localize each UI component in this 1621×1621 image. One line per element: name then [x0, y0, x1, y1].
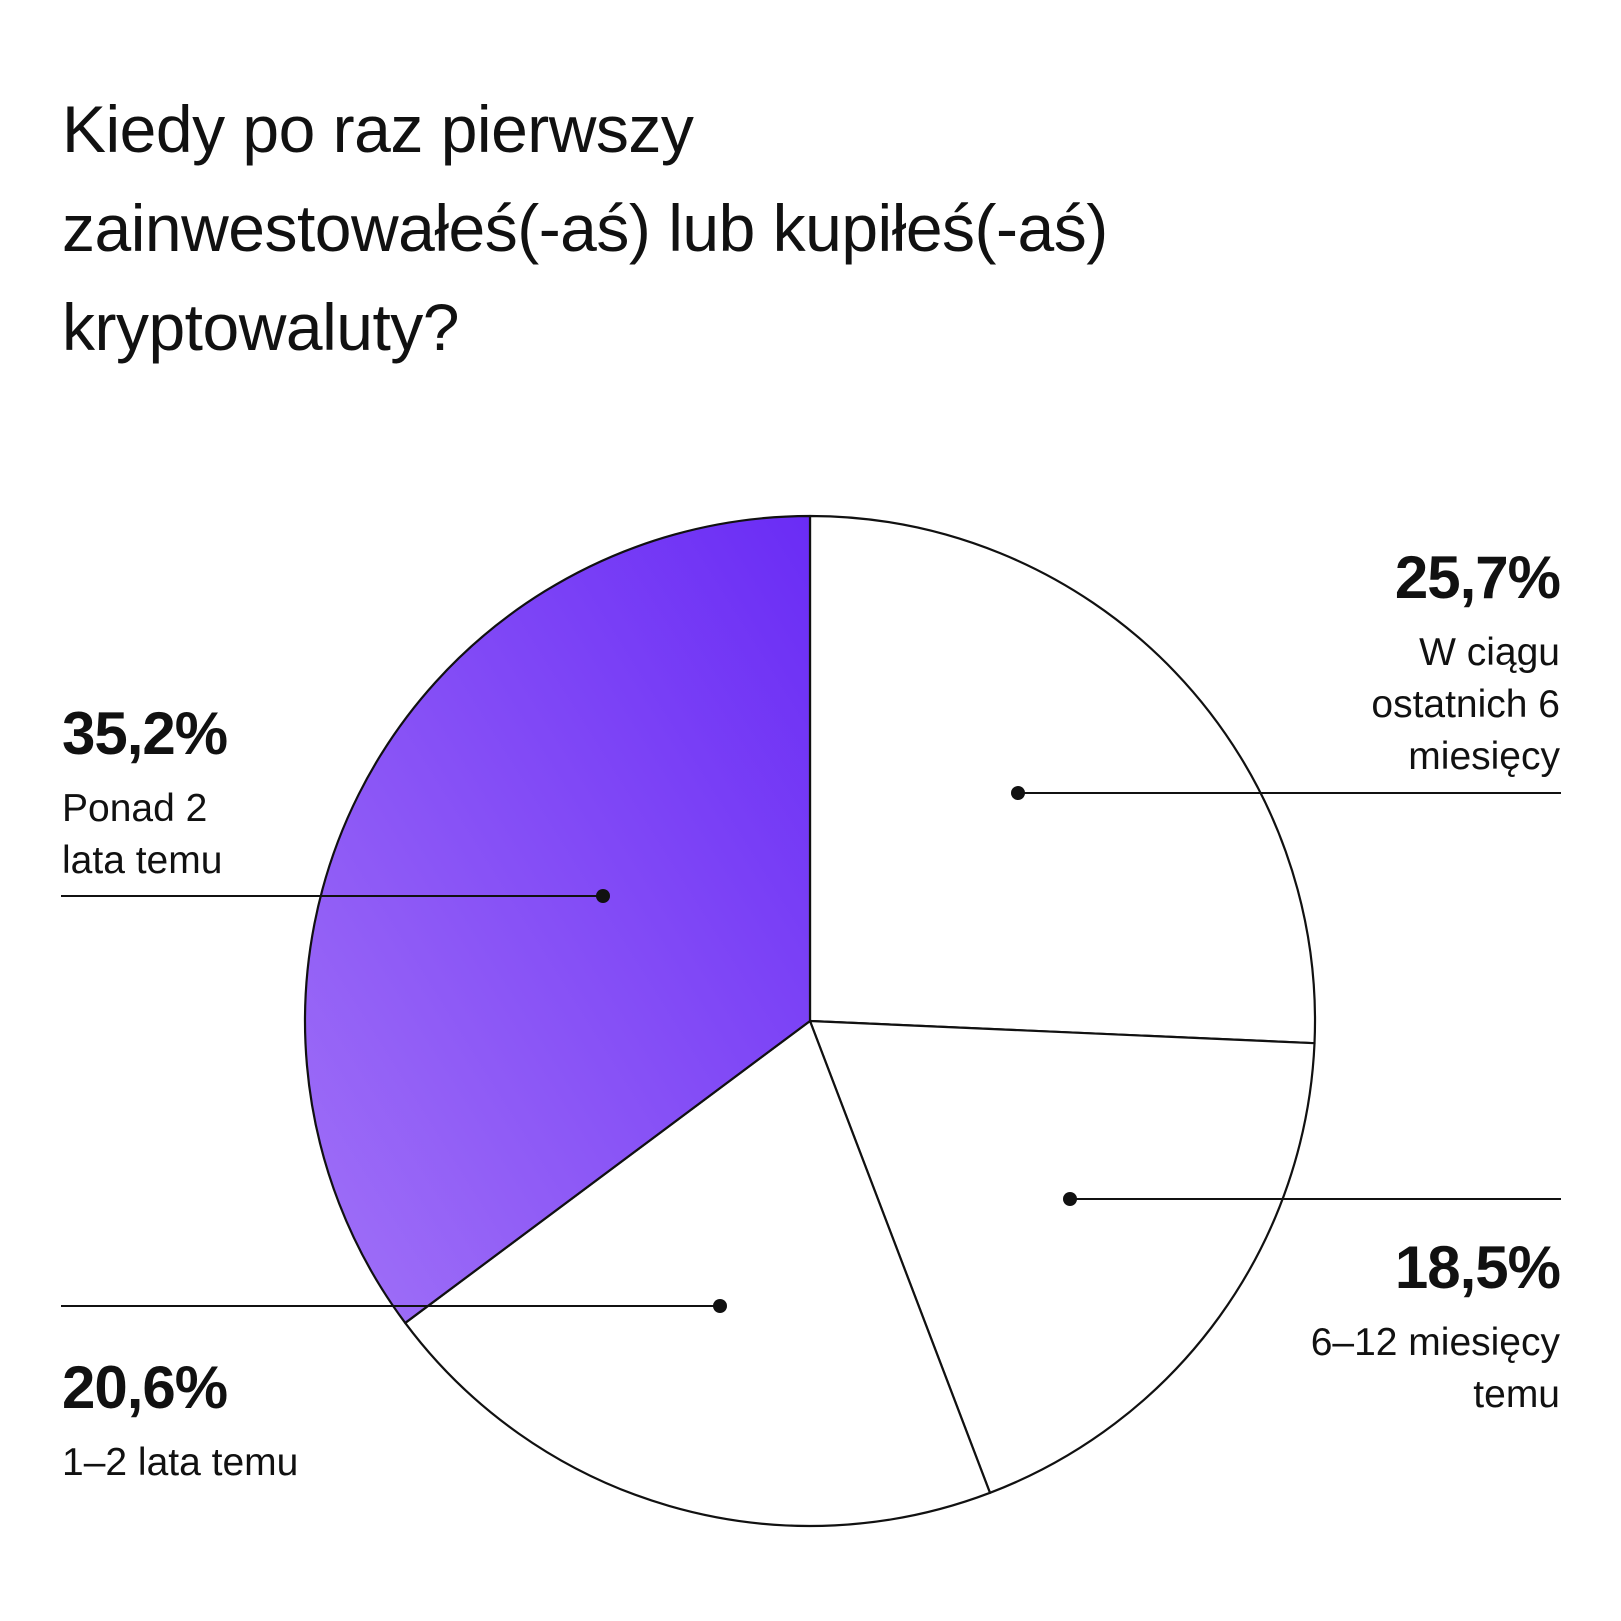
leader-dot-0 [1011, 786, 1025, 800]
leader-dot-2 [713, 1299, 727, 1313]
leader-dot-3 [596, 889, 610, 903]
slice-category-label-1: 6–12 miesięcy [1311, 1321, 1561, 1364]
leader-lines [61, 786, 1561, 1313]
leader-dot-1 [1063, 1192, 1077, 1206]
slice-category-label-0: ostatnich 6 [1371, 683, 1560, 726]
chart-title-line: kryptowaluty? [62, 290, 460, 364]
pie-slice-3 [303, 514, 812, 1325]
slice-labels: 25,7% W ciągu ostatnich 6 miesięcy 18,5% 6–12… [62, 544, 1561, 1484]
slice-category-label-0: miesięcy [1408, 735, 1560, 778]
slice-category-label-2: 1–2 lata temu [62, 1441, 298, 1484]
slice-category-label-1: temu [1473, 1373, 1560, 1416]
pie-slice-2 [404, 1019, 992, 1528]
pie-slices [303, 514, 1317, 1528]
slice-category-label-0: W ciągu [1419, 631, 1560, 674]
slice-value-label-3: 35,2% [62, 700, 227, 767]
slice-value-label-1: 18,5% [1395, 1234, 1560, 1301]
pie-slice-0 [808, 514, 1317, 1045]
pie-slice-1 [808, 1019, 1316, 1494]
slice-category-label-3: Ponad 2 [62, 787, 207, 830]
chart-title-line: Kiedy po raz pierwszy [62, 92, 694, 166]
slice-value-label-0: 25,7% [1395, 544, 1560, 611]
chart-title: Kiedy po raz pierwszy zainwestowałeś(-aś… [62, 80, 1542, 377]
slice-value-label-2: 20,6% [62, 1354, 227, 1421]
chart-title-line: zainwestowałeś(-aś) lub kupiłeś(-aś) [62, 191, 1108, 265]
slice-category-label-3: lata temu [62, 839, 222, 882]
